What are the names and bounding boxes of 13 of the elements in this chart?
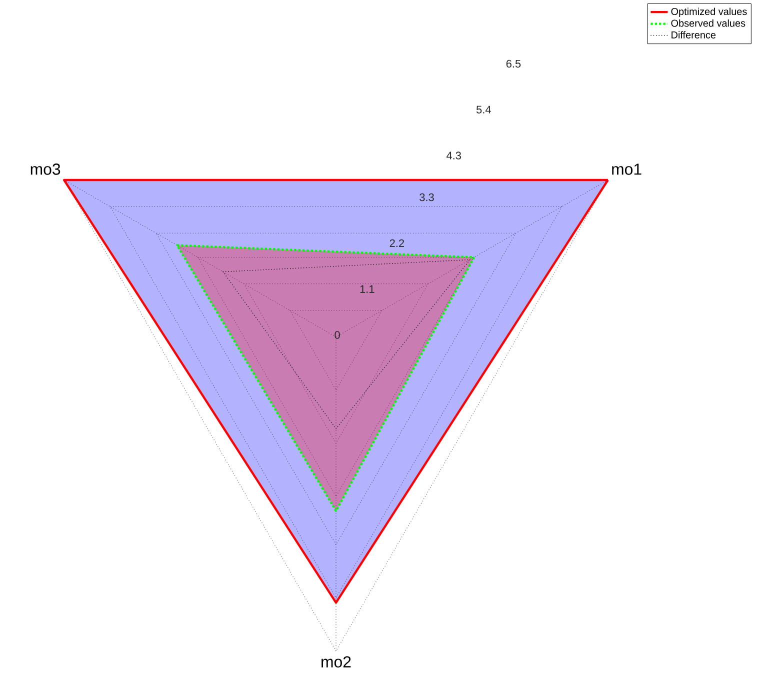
legend-label: Difference	[672, 31, 716, 38]
y-tick-label: 4.3	[446, 152, 461, 160]
spoke-label: mo2	[322, 656, 351, 668]
y-tick-label: 5.4	[476, 106, 491, 114]
legend-label: Observed values	[671, 19, 746, 27]
legend-label: Optimized values	[671, 8, 747, 18]
y-tick-label: 6.5	[506, 60, 521, 68]
spoke-label: mo1	[612, 164, 642, 175]
y-tick-label: 2.2	[390, 239, 404, 247]
spoke-label: mo3	[30, 164, 60, 175]
y-tick-label: 1.1	[360, 285, 374, 293]
y-tick-label: 3.3	[420, 193, 434, 202]
y-tick-label: 0	[334, 331, 340, 339]
